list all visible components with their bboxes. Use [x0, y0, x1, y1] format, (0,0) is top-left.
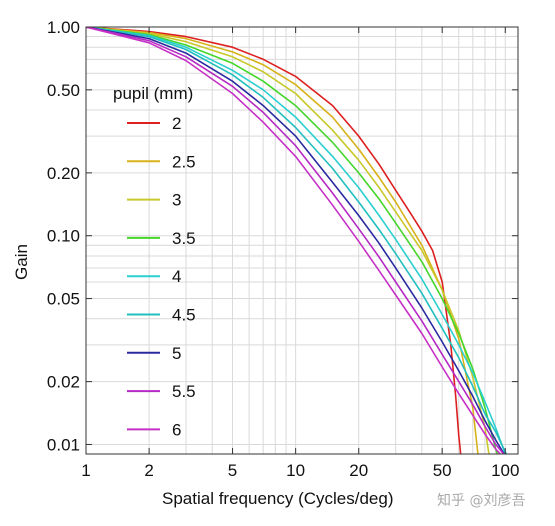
- legend: pupil (mm) 2 2.5 3 3.5 4 4.5 5 5.5 6: [113, 84, 196, 439]
- plot-frame: [85, 26, 519, 455]
- series-line-6: [86, 27, 502, 454]
- x-tick-label: 20: [349, 461, 368, 480]
- y-tick-label: 0.50: [47, 81, 80, 100]
- plot-background: [86, 27, 518, 454]
- y-tick-label: 1.00: [47, 18, 80, 37]
- x-tick-label: 100: [491, 461, 519, 480]
- legend-label-6: 6: [172, 420, 181, 439]
- y-tick-label: 0.02: [47, 373, 80, 392]
- legend-label-4.5: 4.5: [172, 306, 196, 325]
- watermark: 知乎 @刘彦吾: [437, 492, 525, 509]
- x-axis-label: Spatial frequency (Cycles/deg): [162, 489, 394, 508]
- legend-label-2: 2: [172, 114, 181, 133]
- y-tick-label: 0.01: [47, 435, 80, 454]
- x-tick-label: 50: [433, 461, 452, 480]
- legend-label-5: 5: [172, 344, 181, 363]
- legend-label-2.5: 2.5: [172, 152, 196, 171]
- legend-label-4: 4: [172, 267, 181, 286]
- series-line-5: [86, 27, 506, 454]
- series-line-4.5: [86, 27, 508, 454]
- legend-label-3: 3: [172, 191, 181, 210]
- legend-title: pupil (mm): [113, 84, 193, 103]
- x-tick-label: 10: [286, 461, 305, 480]
- legend-label-5.5: 5.5: [172, 382, 196, 401]
- y-axis-label: Gain: [12, 244, 31, 280]
- x-tick-labels: 1 2 5 10 20 50 100: [81, 461, 519, 480]
- y-tick-label: 0.20: [47, 164, 80, 183]
- x-tick-label: 5: [228, 461, 237, 480]
- y-tick-label: 0.10: [47, 227, 80, 246]
- tick-marks: [85, 26, 518, 454]
- series-layer: [86, 27, 508, 454]
- legend-label-3.5: 3.5: [172, 229, 196, 248]
- series-line-4: [86, 27, 507, 454]
- y-tick-labels: 0.01 0.02 0.05 0.10 0.20 0.50 1.00: [47, 18, 80, 454]
- y-tick-label: 0.05: [47, 290, 80, 309]
- x-tick-label: 2: [144, 461, 153, 480]
- x-tick-label: 1: [81, 461, 90, 480]
- series-line-2: [86, 27, 462, 454]
- series-line-3: [86, 27, 490, 454]
- series-line-5.5: [86, 27, 505, 454]
